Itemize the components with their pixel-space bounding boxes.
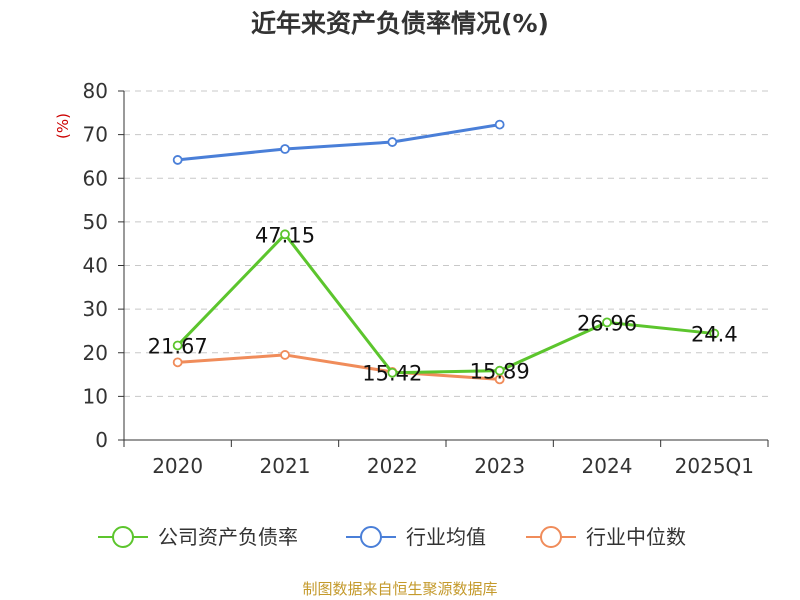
y-tick-label: 80 — [83, 79, 108, 103]
data-point — [172, 155, 183, 165]
legend: 公司资产负债率 行业均值 行业中位数 — [98, 525, 686, 549]
axes — [118, 90, 769, 447]
y-tick-label: 20 — [83, 341, 108, 365]
series-line-1 — [177, 123, 500, 162]
y-tick-label: 60 — [83, 166, 108, 190]
source-note: 制图数据来自恒生聚源数据库 — [302, 580, 497, 598]
data-point — [494, 365, 505, 376]
y-tick-label: 0 — [95, 428, 108, 452]
y-tick-label: 40 — [83, 254, 108, 278]
data-label: 26.96 — [577, 311, 637, 335]
data-point — [172, 357, 183, 368]
y-axis-unit: (%) — [54, 113, 72, 139]
data-label: 21.67 — [148, 334, 208, 358]
legend-marker — [540, 526, 562, 548]
data-point — [709, 328, 720, 339]
x-tick-label: 2023 — [474, 454, 525, 478]
y-tick-labels: 0 10 20 30 40 50 60 70 80 — [83, 79, 108, 452]
legend-label: 行业均值 — [406, 525, 486, 549]
data-point — [387, 137, 398, 147]
y-tick-label: 50 — [83, 210, 108, 234]
series-line-2 — [177, 353, 500, 381]
x-tick-label: 2020 — [152, 454, 203, 478]
x-tick-label: 2021 — [260, 454, 311, 478]
data-labels: 21.67 47.15 15.42 15.89 26.96 24.4 — [148, 223, 738, 385]
legend-label: 行业中位数 — [586, 525, 686, 549]
data-label: 47.15 — [255, 223, 315, 247]
x-tick-labels: 2020 2021 2022 2023 2024 2025Q1 — [152, 454, 754, 478]
data-point — [280, 229, 290, 240]
data-point — [280, 144, 290, 154]
x-tick-label: 2024 — [582, 454, 633, 478]
data-point — [172, 340, 183, 351]
data-point — [280, 350, 290, 360]
data-label: 15.89 — [470, 360, 530, 384]
data-label: 24.4 — [691, 323, 738, 347]
chart-title: 近年来资产负债率情况(%) — [251, 9, 549, 38]
x-tick-label: 2022 — [367, 454, 418, 478]
series-layer — [172, 119, 720, 385]
legend-label: 公司资产负债率 — [158, 525, 298, 549]
legend-marker — [360, 526, 382, 548]
legend-marker — [112, 526, 134, 548]
y-tick-label: 70 — [83, 123, 108, 147]
data-point — [602, 317, 612, 328]
data-point — [387, 367, 398, 378]
series-line-0 — [176, 232, 715, 375]
data-label: 15.42 — [362, 362, 422, 386]
gridlines — [124, 90, 768, 397]
y-tick-label: 30 — [83, 297, 108, 321]
data-point — [494, 119, 505, 130]
y-tick-label: 10 — [83, 384, 108, 408]
x-tick-label: 2025Q1 — [675, 454, 754, 478]
